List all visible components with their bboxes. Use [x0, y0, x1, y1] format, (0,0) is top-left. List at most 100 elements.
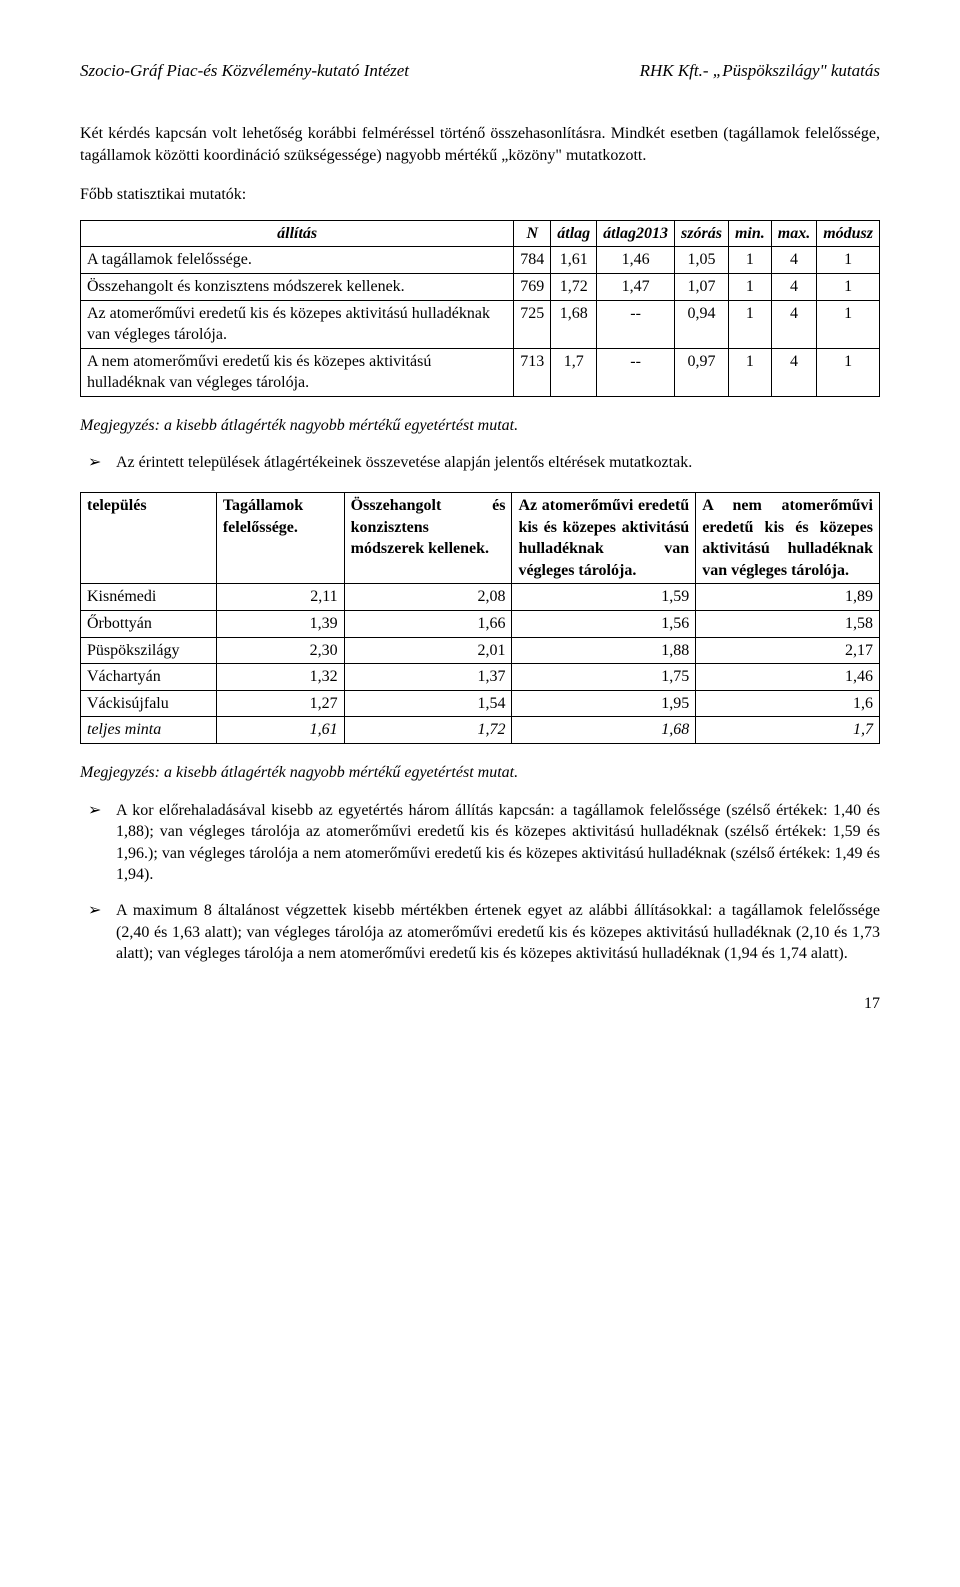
cell-value: 0,94 [675, 300, 729, 348]
cell-value: 1,32 [216, 664, 344, 691]
table-row: Az atomerőművi eredetű kis és közepes ak… [81, 300, 880, 348]
cell-label: Váchartyán [81, 664, 217, 691]
stats-table-1: állítás N átlag átlag2013 szórás min. ma… [80, 220, 880, 397]
cell-label: Váckisújfalu [81, 690, 217, 717]
col-header: szórás [675, 220, 729, 247]
cell-value: 1 [728, 247, 771, 274]
page-number: 17 [80, 993, 880, 1015]
cell-value: 1 [817, 273, 880, 300]
cell-value: 1,61 [216, 717, 344, 744]
cell-value: 1,05 [675, 247, 729, 274]
list-item: A maximum 8 általánost végzettek kisebb … [116, 900, 880, 965]
col-header: min. [728, 220, 771, 247]
col-header: Összehangolt és konzisztens módszerek ke… [344, 493, 512, 584]
cell-value: 1,6 [696, 690, 880, 717]
cell-value: 1,59 [512, 584, 696, 611]
col-header: átlag2013 [597, 220, 675, 247]
cell-value: 784 [514, 247, 551, 274]
table-row: A nem atomerőművi eredetű kis és közepes… [81, 348, 880, 396]
cell-value: 1,68 [512, 717, 696, 744]
cell-value: 1,61 [551, 247, 597, 274]
bullet-list-2: A kor előrehaladásával kisebb az egyetér… [80, 800, 880, 965]
cell-value: 1,54 [344, 690, 512, 717]
cell-value: 4 [771, 273, 816, 300]
table-row: Váckisújfalu 1,27 1,54 1,95 1,6 [81, 690, 880, 717]
table-row: A tagállamok felelőssége. 784 1,61 1,46 … [81, 247, 880, 274]
cell-value: 4 [771, 247, 816, 274]
cell-value: -- [597, 300, 675, 348]
cell-value: 1 [817, 348, 880, 396]
list-item: A kor előrehaladásával kisebb az egyetér… [116, 800, 880, 886]
bullet-list-1: Az érintett települések átlagértékeinek … [80, 452, 880, 474]
col-header: Tagállamok felelőssége. [216, 493, 344, 584]
cell-label: A tagállamok felelőssége. [81, 247, 514, 274]
cell-value: 1,47 [597, 273, 675, 300]
cell-label: Az atomerőművi eredetű kis és közepes ak… [81, 300, 514, 348]
cell-value: 1,56 [512, 611, 696, 638]
note-1: Megjegyzés: a kisebb átlagérték nagyobb … [80, 415, 880, 437]
table-row: Őrbottyán 1,39 1,66 1,56 1,58 [81, 611, 880, 638]
table-row: állítás N átlag átlag2013 szórás min. ma… [81, 220, 880, 247]
cell-value: 1,46 [597, 247, 675, 274]
table-row: Váchartyán 1,32 1,37 1,75 1,46 [81, 664, 880, 691]
cell-value: 725 [514, 300, 551, 348]
cell-value: 1,72 [344, 717, 512, 744]
stats-table-2: település Tagállamok felelőssége. Összeh… [80, 492, 880, 744]
cell-value: 4 [771, 300, 816, 348]
cell-value: 769 [514, 273, 551, 300]
table-row: Összehangolt és konzisztens módszerek ke… [81, 273, 880, 300]
col-header: A nem atomerőművi eredetű kis és közepes… [696, 493, 880, 584]
cell-value: 1 [728, 348, 771, 396]
cell-value: 1 [728, 300, 771, 348]
cell-value: 1,46 [696, 664, 880, 691]
col-header: max. [771, 220, 816, 247]
table-row: Kisnémedi 2,11 2,08 1,59 1,89 [81, 584, 880, 611]
col-header: N [514, 220, 551, 247]
list-item: Az érintett települések átlagértékeinek … [116, 452, 880, 474]
stats-heading: Főbb statisztikai mutatók: [80, 184, 880, 206]
cell-label: A nem atomerőművi eredetű kis és közepes… [81, 348, 514, 396]
cell-label: teljes minta [81, 717, 217, 744]
cell-label: Összehangolt és konzisztens módszerek ke… [81, 273, 514, 300]
cell-value: 713 [514, 348, 551, 396]
col-header: állítás [81, 220, 514, 247]
cell-value: 1,58 [696, 611, 880, 638]
cell-value: 0,97 [675, 348, 729, 396]
col-header: Az atomerőművi eredetű kis és közepes ak… [512, 493, 696, 584]
header-left: Szocio-Gráf Piac-és Közvélemény-kutató I… [80, 60, 409, 83]
cell-value: 2,08 [344, 584, 512, 611]
cell-value: -- [597, 348, 675, 396]
cell-value: 1,7 [551, 348, 597, 396]
cell-value: 1,37 [344, 664, 512, 691]
cell-value: 1,7 [696, 717, 880, 744]
cell-value: 1 [728, 273, 771, 300]
cell-value: 1 [817, 300, 880, 348]
cell-value: 1,88 [512, 637, 696, 664]
cell-value: 1,95 [512, 690, 696, 717]
cell-value: 4 [771, 348, 816, 396]
table-row: település Tagállamok felelőssége. Összeh… [81, 493, 880, 584]
cell-value: 1,66 [344, 611, 512, 638]
cell-value: 2,01 [344, 637, 512, 664]
table-row: Püspökszilágy 2,30 2,01 1,88 2,17 [81, 637, 880, 664]
col-header: átlag [551, 220, 597, 247]
cell-value: 1 [817, 247, 880, 274]
cell-value: 1,27 [216, 690, 344, 717]
table-row: teljes minta 1,61 1,72 1,68 1,7 [81, 717, 880, 744]
cell-label: Püspökszilágy [81, 637, 217, 664]
cell-value: 1,07 [675, 273, 729, 300]
cell-value: 1,68 [551, 300, 597, 348]
page-header: Szocio-Gráf Piac-és Közvélemény-kutató I… [80, 60, 880, 83]
cell-value: 1,89 [696, 584, 880, 611]
cell-label: Kisnémedi [81, 584, 217, 611]
cell-label: Őrbottyán [81, 611, 217, 638]
col-header: település [81, 493, 217, 584]
cell-value: 2,11 [216, 584, 344, 611]
col-header: módusz [817, 220, 880, 247]
note-2: Megjegyzés: a kisebb átlagérték nagyobb … [80, 762, 880, 784]
cell-value: 1,75 [512, 664, 696, 691]
cell-value: 2,17 [696, 637, 880, 664]
cell-value: 2,30 [216, 637, 344, 664]
intro-paragraph: Két kérdés kapcsán volt lehetőség korább… [80, 123, 880, 166]
header-right: RHK Kft.- „Püspökszilágy" kutatás [640, 60, 880, 83]
